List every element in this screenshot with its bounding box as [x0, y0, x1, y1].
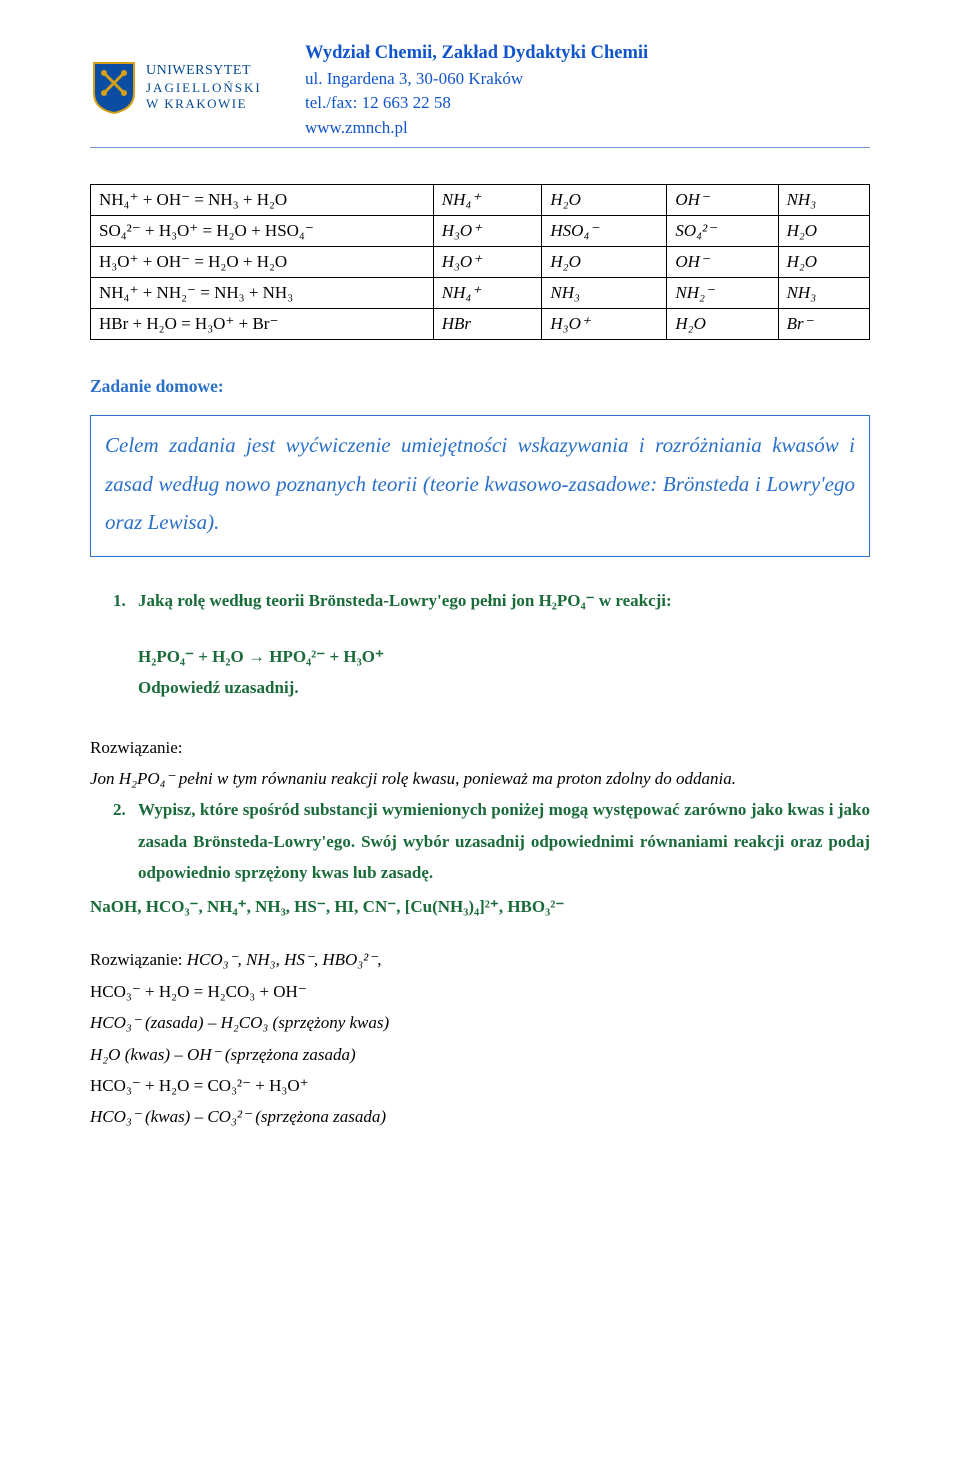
table-cell: H₂O [667, 308, 778, 339]
solution-1-body: Jon H₂PO₄⁻ pełni w tym równaniu reakcji … [90, 763, 870, 794]
solution-2-block: Rozwiązanie: HCO₃⁻, NH₃, HS⁻, HBO₃²⁻, HC… [90, 944, 870, 1133]
table-cell: HBr [433, 308, 542, 339]
table-cell: NH₄⁺ + NH₂⁻ = NH₃ + NH₃ [91, 277, 434, 308]
table-cell: H₃O⁺ [542, 308, 667, 339]
website: www.zmnch.pl [305, 116, 648, 141]
table-cell: NH₃ [778, 277, 869, 308]
table-row: SO₄²⁻ + H₃O⁺ = H₂O + HSO₄⁻H₃O⁺HSO₄⁻SO₄²⁻… [91, 215, 870, 246]
table-cell: OH⁻ [667, 246, 778, 277]
task-2-text: Wypisz, które spośród substancji wymieni… [138, 800, 870, 882]
acid-base-table: NH₄⁺ + OH⁻ = NH₃ + H₂ONH₄⁺H₂OOH⁻NH₃SO₄²⁻… [90, 184, 870, 340]
department-name: Wydział Chemii, Zakład Dydaktyki Chemii [305, 40, 648, 67]
solution-1-block: Rozwiązanie: Jon H₂PO₄⁻ pełni w tym równ… [90, 732, 870, 795]
task-1-text: Jaką rolę według teorii Brönsteda-Lowry'… [138, 591, 672, 610]
logo-line-3: W KRAKOWIE [146, 96, 262, 112]
sol2-pair-3: HCO₃⁻ (kwas) – CO₃²⁻ (sprzężona zasada) [90, 1101, 870, 1132]
table-cell: H₂O [778, 246, 869, 277]
table-cell: H₃O⁺ [433, 246, 542, 277]
shield-icon [90, 59, 138, 115]
task-1-note: Odpowiedź uzasadnij. [138, 672, 870, 703]
table-cell: HBr + H₂O = H₃O⁺ + Br⁻ [91, 308, 434, 339]
university-logo: UNIWERSYTET JAGIELLOŃSKI W KRAKOWIE [90, 40, 285, 130]
table-cell: H₂O [542, 184, 667, 215]
table-cell: NH₄⁺ [433, 184, 542, 215]
solution-2-species: HCO₃⁻, NH₃, HS⁻, HBO₃²⁻, [187, 950, 382, 969]
objective-box: Celem zadania jest wyćwiczenie umiejętno… [90, 415, 870, 558]
task-1-equation: H₂PO₄⁻ + H₂O → HPO₄²⁻ + H₃O⁺ [138, 641, 870, 672]
table-cell: H₃O⁺ [433, 215, 542, 246]
logo-line-2: JAGIELLOŃSKI [146, 80, 262, 96]
task-2-substances: NaOH, HCO₃⁻, NH₄⁺, NH₃, HS⁻, HI, CN⁻, [C… [90, 891, 870, 922]
sol2-pair-1: HCO₃⁻ (zasada) – H₂CO₃ (sprzężony kwas) [90, 1007, 870, 1038]
sol2-pair-2: H₂O (kwas) – OH⁻ (sprzężona zasada) [90, 1039, 870, 1070]
logo-line-1: UNIWERSYTET [146, 62, 262, 80]
table-row: H₃O⁺ + OH⁻ = H₂O + H₂OH₃O⁺H₂OOH⁻H₂O [91, 246, 870, 277]
table-cell: OH⁻ [667, 184, 778, 215]
task-2: Wypisz, które spośród substancji wymieni… [130, 794, 870, 888]
table-cell: H₃O⁺ + OH⁻ = H₂O + H₂O [91, 246, 434, 277]
homework-heading: Zadanie domowe: [90, 376, 870, 397]
task-1-equation-block: H₂PO₄⁻ + H₂O → HPO₄²⁻ + H₃O⁺ Odpowiedź u… [138, 641, 870, 704]
table-cell: Br⁻ [778, 308, 869, 339]
header-divider [90, 147, 870, 148]
task-list-1: Jaką rolę według teorii Brönsteda-Lowry'… [130, 585, 870, 616]
table-cell: SO₄²⁻ + H₃O⁺ = H₂O + HSO₄⁻ [91, 215, 434, 246]
logo-text: UNIWERSYTET JAGIELLOŃSKI W KRAKOWIE [146, 62, 262, 112]
solution-label-2: Rozwiązanie: [90, 950, 183, 969]
table-row: NH₄⁺ + OH⁻ = NH₃ + H₂ONH₄⁺H₂OOH⁻NH₃ [91, 184, 870, 215]
table-cell: NH₂⁻ [667, 277, 778, 308]
table-cell: NH₃ [542, 277, 667, 308]
page-header: UNIWERSYTET JAGIELLOŃSKI W KRAKOWIE Wydz… [90, 40, 870, 141]
table-cell: H₂O [778, 215, 869, 246]
table-cell: SO₄²⁻ [667, 215, 778, 246]
table-row: NH₄⁺ + NH₂⁻ = NH₃ + NH₃NH₄⁺NH₃NH₂⁻NH₃ [91, 277, 870, 308]
task-1: Jaką rolę według teorii Brönsteda-Lowry'… [130, 585, 870, 616]
task-list-2: Wypisz, które spośród substancji wymieni… [130, 794, 870, 888]
header-info: Wydział Chemii, Zakład Dydaktyki Chemii … [305, 40, 648, 141]
table-cell: NH₄⁺ [433, 277, 542, 308]
table-row: HBr + H₂O = H₃O⁺ + Br⁻HBrH₃O⁺H₂OBr⁻ [91, 308, 870, 339]
table-cell: H₂O [542, 246, 667, 277]
solution-label-1: Rozwiązanie: [90, 738, 183, 757]
table-cell: NH₄⁺ + OH⁻ = NH₃ + H₂O [91, 184, 434, 215]
address: ul. Ingardena 3, 30-060 Kraków [305, 67, 648, 92]
table-cell: NH₃ [778, 184, 869, 215]
table-cell: HSO₄⁻ [542, 215, 667, 246]
sol2-eq-2: HCO₃⁻ + H₂O = CO₃²⁻ + H₃O⁺ [90, 1070, 870, 1101]
phone-fax: tel./fax: 12 663 22 58 [305, 91, 648, 116]
sol2-eq-1: HCO₃⁻ + H₂O = H₂CO₃ + OH⁻ [90, 976, 870, 1007]
